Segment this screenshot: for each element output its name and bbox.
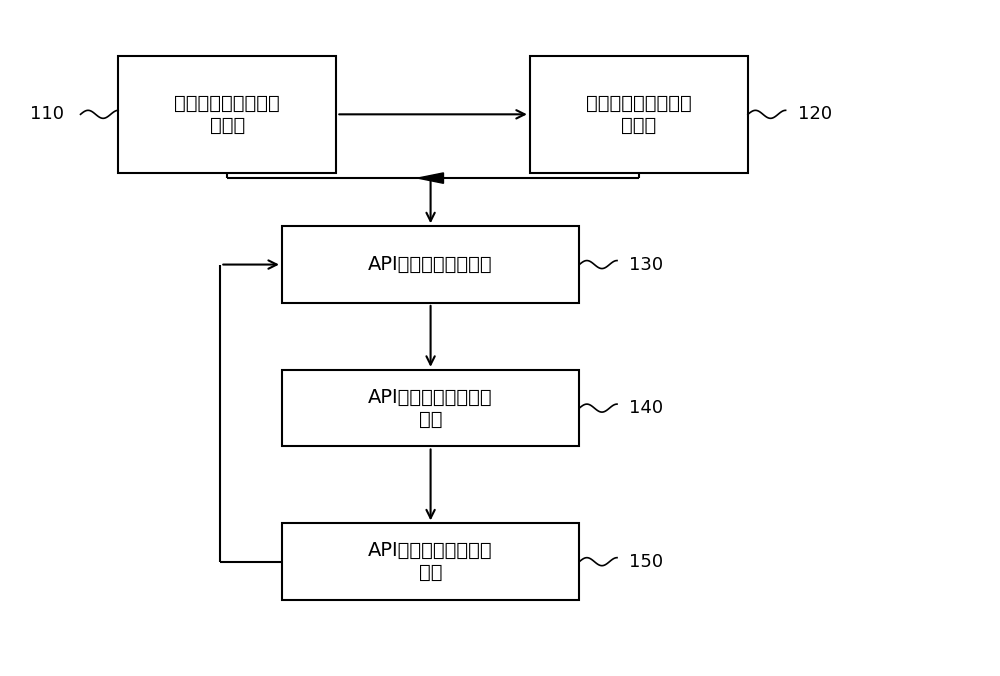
Polygon shape (418, 173, 443, 183)
Bar (282, 370, 579, 446)
Text: 120: 120 (798, 105, 832, 123)
Bar (118, 56, 336, 173)
Bar (282, 226, 579, 303)
Text: 140: 140 (629, 399, 663, 417)
Text: API接口配置文件更新
模块: API接口配置文件更新 模块 (368, 541, 493, 582)
Text: 150: 150 (629, 553, 663, 571)
Text: 130: 130 (629, 256, 663, 274)
Text: 本机配置文件信息匹
配模块: 本机配置文件信息匹 配模块 (586, 94, 692, 135)
Text: API目录文件更新模块: API目录文件更新模块 (368, 255, 493, 274)
Text: API接口自动测试调用
模块: API接口自动测试调用 模块 (368, 387, 493, 429)
Text: 110: 110 (30, 105, 64, 123)
Bar (530, 56, 748, 173)
Text: 接口配置文件信息获
取模块: 接口配置文件信息获 取模块 (174, 94, 280, 135)
Bar (282, 523, 579, 600)
